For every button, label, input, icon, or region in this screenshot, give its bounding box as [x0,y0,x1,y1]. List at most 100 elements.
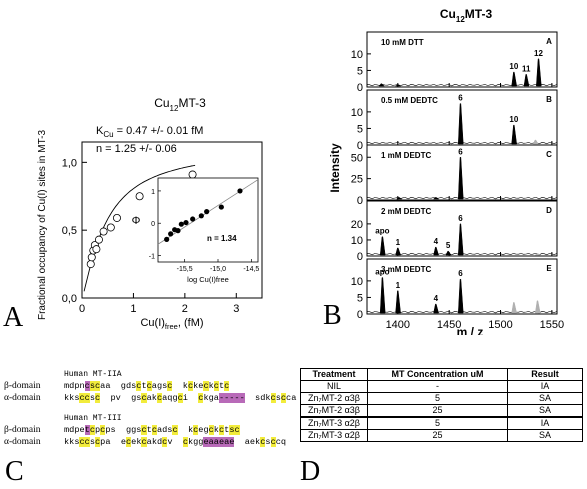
insert-residue: ----- [218,393,245,403]
spectrum-peak [433,246,439,256]
residue-segment: ags [151,381,168,391]
residue-segment: t [141,381,147,391]
cysteine-residue: c [79,393,85,403]
residue-segment: k [177,425,194,435]
cysteine-residue: c [136,381,142,391]
cysteine-residue: c [203,381,209,391]
subpanel-frame [366,258,558,315]
table-cell: SA [507,429,583,442]
iia-beta-sequence: mdpncscaa gdsctcagsc kckeckctc [64,381,230,391]
subpanel-condition: 3 mM DEDTC [381,265,431,274]
peak-label: 4 [434,237,439,246]
table-cell: NIL [300,380,368,393]
y-tick-label: 0 [357,195,363,207]
column-header: Treatment [300,368,368,381]
chart-title: Cu12MT-3 [154,96,206,113]
data-point [86,260,95,269]
plot-frame [81,141,263,299]
residue-segment: ps [105,425,116,435]
spectrum-peak [379,236,386,256]
spectrum-peak [457,223,464,256]
residue-segment: i [182,393,188,403]
spectrum-peak [395,197,403,200]
table-row: NIL - IA [300,380,583,393]
panel-letter-c: C [5,456,24,487]
iii-beta-label: β-domain [4,425,41,435]
inset-annotation: n = 1.34 [207,234,237,243]
kcu-annotation: KCu = 0.47 +/- 0.01 fM [96,125,203,139]
inset-data-point [204,209,210,215]
cysteine-residue: c [218,425,225,435]
peak-label: 11 [522,64,531,73]
peak-label: 6 [458,269,463,278]
cysteine-residue: c [95,393,101,403]
inset-y-tick-label: 1 [151,189,155,196]
n-annotation: n = 1.25 +/- 0.06 [96,143,177,155]
mt-iii-header: Human MT-III [64,414,122,423]
x-axis-label: m / z [457,325,484,335]
iia-alpha-sequence: kksccsc pv gscakcaqgci ckga----- sdkcscc… [64,393,296,403]
table-row: Zn₇MT-2 α3β 25 SA [300,404,583,418]
data-point [112,213,121,222]
cysteine-residue: c [177,393,183,403]
inset-data-point [198,213,204,219]
subpanel-condition: 0.5 mM DEDTC [381,96,438,105]
residue-segment: t [146,425,152,435]
cysteine-residue: c [146,381,152,391]
y-tick-label: 5 [357,292,363,304]
y-tick-label: 0 [357,140,363,152]
y-tick-label: 0 [357,309,363,321]
y-tick-label: 0,0 [62,293,77,305]
spectrum-peak [534,253,542,256]
cysteine-residue: c [234,425,240,435]
y-tick-label: 10 [351,235,363,247]
table-row: Zn₇MT-3 α2β 25 SA [300,429,583,442]
residue-segment: pv [100,393,121,403]
cysteine-residue: c [280,393,287,403]
inset-data-point [237,188,243,194]
cysteine-residue: c [213,381,219,391]
panel-letter-b: B [323,300,342,331]
peak-label: 5 [446,241,451,250]
panel-a-chart: Cu12MT-3 0 1 2 3 0,0 0,5 1,0 Cu(I)free, (fM) Frac… [37,96,263,330]
peak-label: 6 [458,147,463,156]
residue-segment: gds [110,381,137,391]
data-point [188,170,197,179]
inset-frame [157,177,259,263]
x-tick-label: 1550 [540,319,564,331]
residue-segment: ke [193,381,204,391]
residue-segment: kga [203,393,219,403]
iii-alpha-sequence: kksccscpa ecekcakdcv ckggeaaeae aekcsccq [64,437,286,447]
peak-label: 10 [509,115,518,124]
table-cell: Zn₇MT-3 α2β [300,416,368,430]
insert-residue: eaaeae [203,437,235,447]
y-axis-label: Fractional occupancy of Cu(I) sites in M… [37,130,48,321]
residue-segment: v [167,437,173,447]
subpanel-condition: 2 mM DEDTC [381,207,431,216]
column-header: MT Concentration uM [367,368,508,381]
spectrum-peak [457,157,464,200]
x-axis-label: Cu(I)free, (fM) [140,317,203,330]
cysteine-residue: c [182,437,188,447]
peak-label: apo [375,227,389,236]
cysteine-residue: c [125,437,132,447]
residue-segment: eg [198,425,209,435]
residue-segment: s [136,425,142,435]
table-cell: 25 [367,404,508,418]
residue-segment: sdk [244,393,271,403]
cysteine-residue: c [84,393,90,403]
subpanel-id: A [546,37,552,46]
inset-x-tick-label: -15,0 [210,266,226,273]
residue-segment: ca [286,393,297,403]
spectrum-peak [532,139,539,145]
cysteine-residue: c [151,425,157,435]
cysteine-residue: c [198,393,204,403]
spectrum-peak [536,58,542,87]
spectrum-peak [523,74,530,87]
cysteine-residue: c [89,425,95,435]
peak-label: 4 [434,294,439,303]
cysteine-residue: c [156,393,163,403]
inset-data-point [218,204,224,210]
inset-data-point [164,236,170,242]
residue-segment: kks [64,437,80,447]
